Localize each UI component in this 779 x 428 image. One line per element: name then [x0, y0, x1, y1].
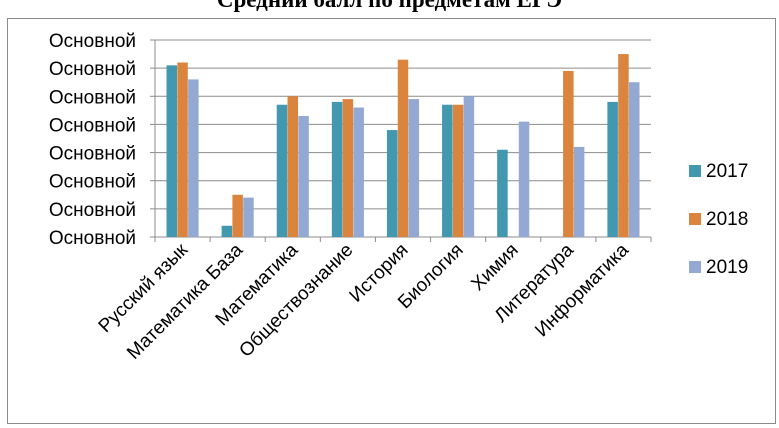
bar [342, 99, 354, 237]
bar [386, 130, 398, 237]
y-tick-label: Основной [49, 172, 136, 193]
bar [607, 101, 618, 238]
legend-swatch [689, 165, 701, 177]
bar [221, 225, 233, 237]
bar [463, 96, 475, 238]
y-tick-label: Основной [49, 228, 136, 249]
bar [452, 104, 464, 237]
bar [628, 82, 640, 237]
bar [497, 149, 508, 237]
bar [287, 96, 299, 238]
legend-label: 2019 [706, 257, 748, 278]
bar [408, 99, 420, 237]
y-tick-label: Основной [49, 31, 136, 52]
bar [563, 70, 574, 237]
y-tick-label: Основной [49, 59, 136, 80]
y-tick-label: Основной [49, 87, 136, 108]
bar [276, 104, 288, 237]
y-tick-label: Основной [49, 115, 136, 136]
bar [573, 146, 585, 237]
legend: 2017 2018 2019 [689, 161, 748, 278]
legend-swatch [689, 213, 701, 225]
bar [177, 62, 188, 238]
bar [353, 107, 364, 238]
bar [397, 59, 409, 238]
bar [618, 54, 629, 238]
bar [331, 101, 343, 238]
legend-swatch [689, 261, 701, 273]
bar [188, 79, 199, 238]
bar [298, 115, 309, 237]
bar [243, 197, 254, 237]
legend-label: 2017 [706, 161, 748, 182]
chart-title: Средний балл по предметам ЕГЭ [0, 0, 779, 14]
bar [442, 104, 453, 237]
x-tick-label: Химия [467, 240, 522, 295]
x-tick-label: Информатика [531, 239, 633, 341]
legend-label: 2018 [706, 209, 748, 230]
y-tick-label: Основной [49, 200, 136, 221]
bar [166, 65, 178, 237]
y-tick-label: Основной [49, 144, 136, 165]
bar [518, 121, 530, 237]
bars [166, 54, 640, 238]
bar [232, 194, 243, 237]
